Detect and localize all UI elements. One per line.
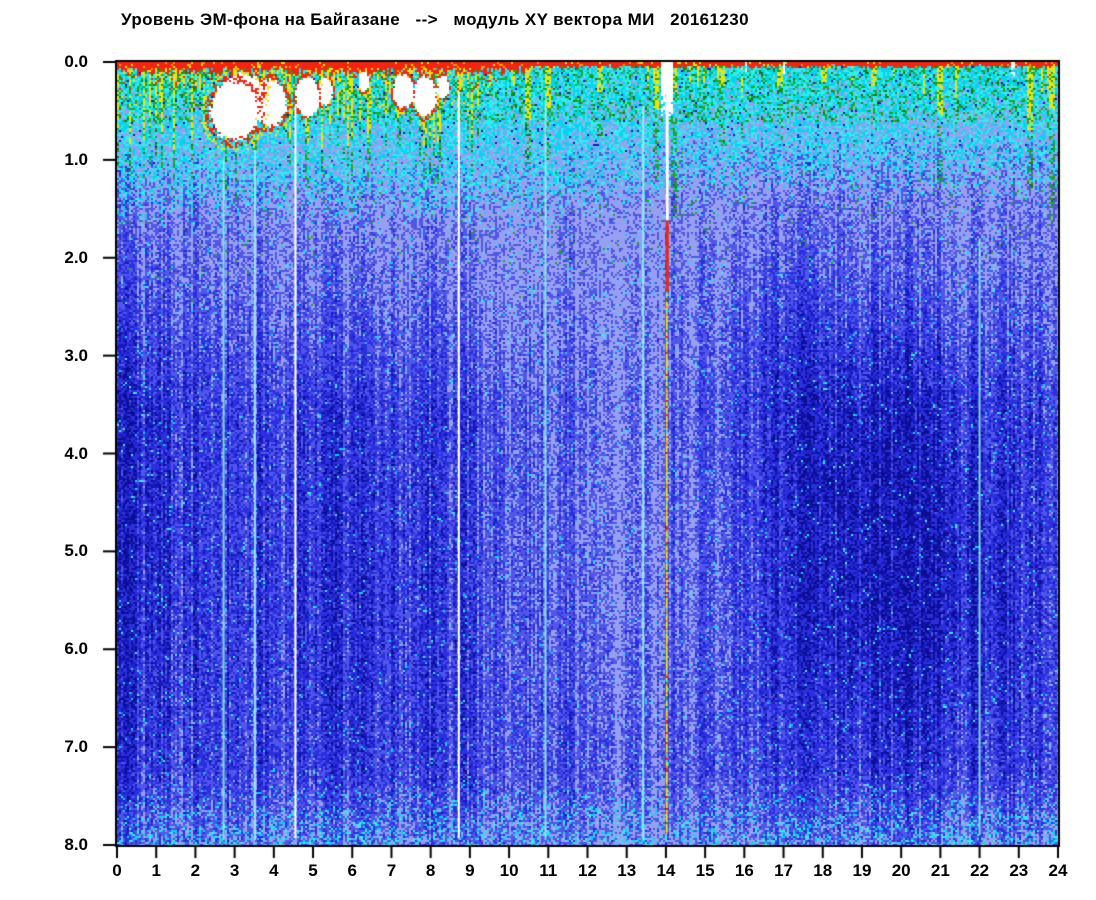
y-tick-label: 6.0 <box>64 639 88 659</box>
x-tick-label: 6 <box>347 861 357 880</box>
y-tick-label: 1.0 <box>64 149 88 169</box>
y-tick-label: 7.0 <box>64 737 88 757</box>
y-tick-label: 2.0 <box>64 247 88 267</box>
x-tick-label: 20 <box>891 861 911 880</box>
x-tick-label: 8 <box>425 861 436 880</box>
x-tick-label: 1 <box>151 861 161 880</box>
x-tick-label: 11 <box>539 861 558 880</box>
x-tick-label: 12 <box>578 861 597 880</box>
x-tick-label: 2 <box>190 861 201 880</box>
x-tick-label: 21 <box>930 861 950 880</box>
x-tick-label: 13 <box>617 861 637 880</box>
x-tick-label: 16 <box>734 861 754 880</box>
x-tick-label: 14 <box>656 861 676 880</box>
y-tick-label: 0.0 <box>64 52 88 71</box>
x-tick-label: 3 <box>229 861 240 880</box>
y-tick-label: 4.0 <box>64 443 88 463</box>
y-tick-label: 3.0 <box>64 345 88 365</box>
x-tick-label: 18 <box>813 861 833 880</box>
x-tick-label: 24 <box>1048 861 1068 880</box>
x-tick-label: 15 <box>695 861 715 880</box>
x-tick-label: 7 <box>386 861 397 880</box>
x-tick-label: 9 <box>465 861 475 880</box>
x-tick-label: 4 <box>269 861 279 880</box>
x-tick-label: 10 <box>499 861 519 880</box>
x-tick-label: 19 <box>852 861 872 880</box>
x-tick-label: 22 <box>970 861 990 880</box>
x-tick-label: 17 <box>774 861 793 880</box>
y-tick-label: 5.0 <box>64 541 88 561</box>
x-tick-label: 5 <box>308 861 318 880</box>
x-tick-label: 23 <box>1009 861 1029 880</box>
y-tick-label: 8.0 <box>64 835 88 854</box>
x-tick-label: 0 <box>112 861 122 880</box>
